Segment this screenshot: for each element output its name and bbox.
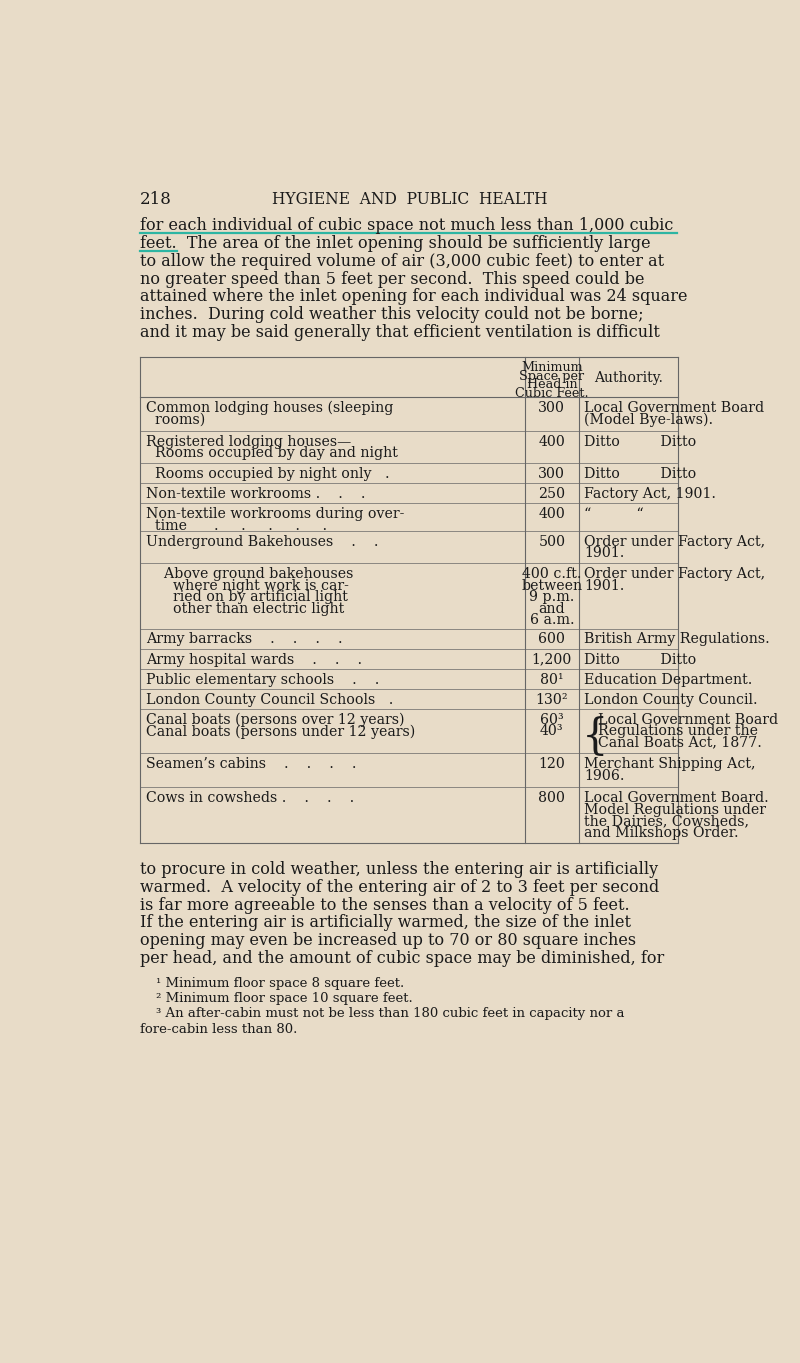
- Text: Head in: Head in: [526, 379, 577, 391]
- Text: 500: 500: [538, 534, 566, 549]
- Text: 80¹: 80¹: [540, 672, 564, 687]
- Text: Ditto         Ditto: Ditto Ditto: [584, 468, 697, 481]
- Text: is far more agreeable to the senses than a velocity of 5 feet.: is far more agreeable to the senses than…: [140, 897, 630, 913]
- Text: Canal Boats Act, 1877.: Canal Boats Act, 1877.: [598, 736, 762, 750]
- Text: Regulations under the: Regulations under the: [598, 724, 758, 739]
- Text: 1906.: 1906.: [584, 769, 625, 782]
- Text: Cows in cowsheds .    .    .    .: Cows in cowsheds . . . .: [146, 791, 354, 806]
- Text: rooms): rooms): [146, 412, 205, 427]
- Text: Canal boats (persons over 12 years): Canal boats (persons over 12 years): [146, 713, 404, 726]
- Text: Merchant Shipping Act,: Merchant Shipping Act,: [584, 758, 756, 771]
- Text: London County Council.: London County Council.: [584, 692, 758, 706]
- Text: 9 p.m.: 9 p.m.: [529, 590, 574, 604]
- Text: Local Government Board: Local Government Board: [598, 713, 778, 726]
- Text: London County Council Schools   .: London County Council Schools .: [146, 692, 393, 706]
- Text: Non-textile workrooms during over-: Non-textile workrooms during over-: [146, 507, 404, 521]
- Text: to procure in cold weather, unless the entering air is artificially: to procure in cold weather, unless the e…: [140, 861, 658, 878]
- Text: Army barracks    .    .    .    .: Army barracks . . . .: [146, 632, 342, 646]
- Text: Space per: Space per: [519, 369, 584, 383]
- Text: per head, and the amount of cubic space may be diminished, for: per head, and the amount of cubic space …: [140, 950, 665, 966]
- Text: inches.  During cold weather this velocity could not be borne;: inches. During cold weather this velocit…: [140, 307, 644, 323]
- Text: other than electric light: other than electric light: [146, 601, 344, 616]
- Text: 300: 300: [538, 468, 566, 481]
- Text: 6 a.m.: 6 a.m.: [530, 613, 574, 627]
- Text: Minimum: Minimum: [521, 361, 582, 375]
- Text: Model Regulations under: Model Regulations under: [584, 803, 766, 816]
- Text: feet.  The area of the inlet opening should be sufficiently large: feet. The area of the inlet opening shou…: [140, 236, 651, 252]
- Text: 1901.: 1901.: [584, 547, 625, 560]
- Text: 800: 800: [538, 791, 566, 806]
- Text: 40³: 40³: [540, 724, 564, 739]
- Text: Common lodging houses (sleeping: Common lodging houses (sleeping: [146, 401, 393, 416]
- Text: ³ An after-cabin must not be less than 180 cubic feet in capacity nor a: ³ An after-cabin must not be less than 1…: [156, 1007, 624, 1021]
- Text: opening may even be increased up to 70 or 80 square inches: opening may even be increased up to 70 o…: [140, 932, 637, 949]
- Text: 1901.: 1901.: [584, 578, 625, 593]
- Text: HYGIENE  AND  PUBLIC  HEALTH: HYGIENE AND PUBLIC HEALTH: [272, 191, 548, 209]
- Text: ¹ Minimum floor space 8 square feet.: ¹ Minimum floor space 8 square feet.: [156, 977, 404, 990]
- Text: Ditto         Ditto: Ditto Ditto: [584, 653, 697, 667]
- Text: Education Department.: Education Department.: [584, 672, 753, 687]
- Text: “          “: “ “: [584, 507, 644, 521]
- Text: Local Government Board.: Local Government Board.: [584, 791, 769, 806]
- Text: (Model Bye-laws).: (Model Bye-laws).: [584, 412, 714, 427]
- Text: no greater speed than 5 feet per second.  This speed could be: no greater speed than 5 feet per second.…: [140, 271, 645, 288]
- Text: ² Minimum floor space 10 square feet.: ² Minimum floor space 10 square feet.: [156, 992, 413, 1005]
- Text: where night work is car-: where night work is car-: [146, 578, 349, 593]
- Text: 60³: 60³: [540, 713, 564, 726]
- Text: 120: 120: [538, 758, 566, 771]
- Text: time      .     .     .     .     .: time . . . . .: [146, 518, 327, 533]
- Text: and Milkshops Order.: and Milkshops Order.: [584, 826, 739, 840]
- Text: Rooms occupied by night only   .: Rooms occupied by night only .: [146, 468, 390, 481]
- Text: 600: 600: [538, 632, 566, 646]
- Text: to allow the required volume of air (3,000 cubic feet) to enter at: to allow the required volume of air (3,0…: [140, 254, 665, 270]
- Text: Local Government Board: Local Government Board: [584, 401, 765, 414]
- Text: 250: 250: [538, 487, 566, 502]
- Text: fore-cabin less than 80.: fore-cabin less than 80.: [140, 1022, 298, 1036]
- Text: 400: 400: [538, 507, 566, 521]
- Text: Authority.: Authority.: [594, 371, 663, 384]
- Text: Ditto         Ditto: Ditto Ditto: [584, 435, 697, 448]
- Text: Seamen’s cabins    .    .    .    .: Seamen’s cabins . . . .: [146, 758, 356, 771]
- Text: between: between: [522, 578, 582, 593]
- Text: attained where the inlet opening for each individual was 24 square: attained where the inlet opening for eac…: [140, 289, 688, 305]
- Text: and it may be said generally that efficient ventilation is difficult: and it may be said generally that effici…: [140, 324, 660, 341]
- Text: 1,200: 1,200: [532, 653, 572, 667]
- Text: warmed.  A velocity of the entering air of 2 to 3 feet per second: warmed. A velocity of the entering air o…: [140, 879, 659, 895]
- Text: Public elementary schools    .    .: Public elementary schools . .: [146, 672, 379, 687]
- Text: Registered lodging houses—: Registered lodging houses—: [146, 435, 351, 448]
- Text: and: and: [538, 601, 565, 616]
- Text: 218: 218: [140, 191, 172, 209]
- Text: 300: 300: [538, 401, 566, 414]
- Text: Army hospital wards    .    .    .: Army hospital wards . . .: [146, 653, 362, 667]
- Text: Non-textile workrooms .    .    .: Non-textile workrooms . . .: [146, 487, 366, 502]
- Text: Canal boats (persons under 12 years): Canal boats (persons under 12 years): [146, 724, 415, 739]
- Text: Underground Bakehouses    .    .: Underground Bakehouses . .: [146, 534, 378, 549]
- Text: Rooms occupied by day and night: Rooms occupied by day and night: [146, 446, 398, 461]
- Text: Cubic Feet.: Cubic Feet.: [515, 387, 589, 399]
- Text: ried on by artificial light: ried on by artificial light: [146, 590, 348, 604]
- Text: If the entering air is artificially warmed, the size of the inlet: If the entering air is artificially warm…: [140, 915, 631, 931]
- Text: British Army Regulations.: British Army Regulations.: [584, 632, 770, 646]
- Text: 130²: 130²: [535, 692, 568, 706]
- Text: 400: 400: [538, 435, 566, 448]
- Text: for each individual of cubic space not much less than 1,000 cubic: for each individual of cubic space not m…: [140, 218, 674, 234]
- Text: Order under Factory Act,: Order under Factory Act,: [584, 567, 766, 581]
- Text: Factory Act, 1901.: Factory Act, 1901.: [584, 487, 716, 502]
- Text: 400 c.ft.: 400 c.ft.: [522, 567, 582, 581]
- Text: {: {: [582, 717, 609, 758]
- Text: Above ground bakehouses: Above ground bakehouses: [146, 567, 353, 581]
- Text: the Dairies, Cowsheds,: the Dairies, Cowsheds,: [584, 814, 750, 829]
- Text: Order under Factory Act,: Order under Factory Act,: [584, 534, 766, 549]
